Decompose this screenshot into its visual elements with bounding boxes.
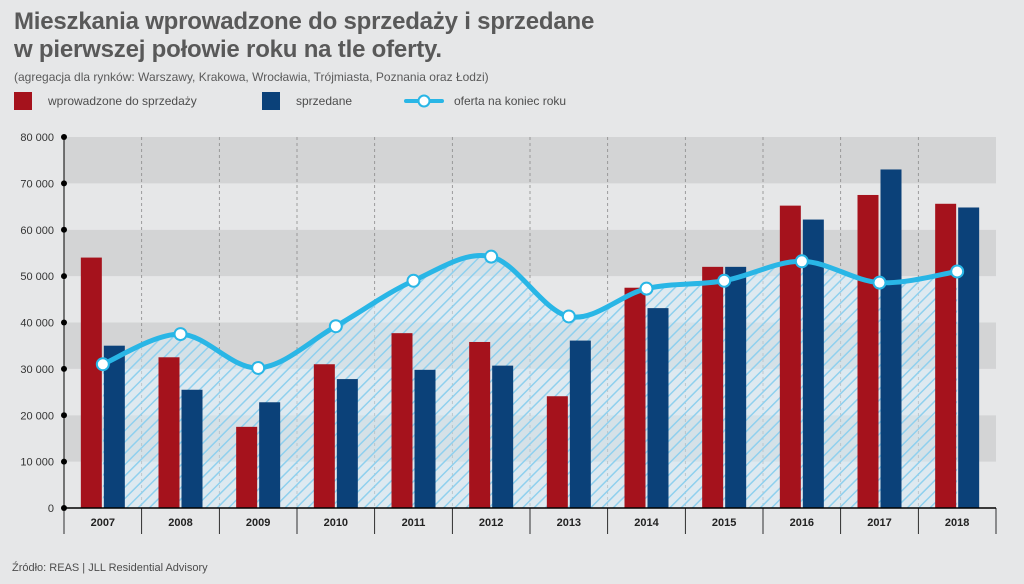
offer-point-2012: [484, 249, 499, 264]
y-tick-label: 10 000: [20, 457, 54, 469]
x-tick-label: 2014: [634, 517, 659, 529]
legend-item-offer: oferta na koniec roku: [404, 92, 566, 110]
chart-title-line-2: w pierwszej połowie roku na tle oferty.: [14, 36, 442, 63]
bar-sold-2008: [181, 389, 203, 508]
y-tick-label: 80 000: [20, 132, 54, 144]
bar-introduced-2013: [546, 396, 568, 508]
y-tick-label: 50 000: [20, 271, 54, 283]
y-tick-dot: [61, 365, 67, 372]
bar-sold-2013: [569, 340, 591, 508]
offer-point-2016: [794, 254, 809, 269]
bar-introduced-2016: [779, 205, 801, 508]
chart-title-line-1: Mieszkania wprowadzone do sprzedaży i sp…: [14, 8, 595, 35]
bar-sold-2011: [414, 369, 436, 508]
legend-label-offer: oferta na koniec roku: [454, 94, 567, 108]
legend-label-sold: sprzedane: [296, 94, 353, 108]
bar-sold-2010: [336, 379, 358, 508]
y-tick-label: 70 000: [20, 178, 54, 190]
y-tick-dot: [61, 134, 67, 140]
legend-item-sold: sprzedane: [262, 92, 352, 110]
legend-swatch-sold: [262, 92, 280, 110]
bar-introduced-2007: [80, 257, 102, 508]
offer-point-2018: [950, 264, 965, 279]
y-tick-dot: [61, 412, 67, 419]
bar-introduced-2012: [469, 341, 491, 508]
offer-point-2008: [173, 327, 188, 342]
offer-point-2015: [717, 273, 732, 288]
offer-point-2007: [95, 357, 110, 372]
bar-introduced-2009: [236, 426, 258, 508]
bar-introduced-2008: [158, 357, 180, 508]
y-tick-dot: [61, 319, 67, 326]
offer-point-2009: [251, 360, 266, 375]
chart-title: Mieszkania wprowadzone do sprzedaży i sp…: [14, 8, 594, 64]
x-tick-label: 2007: [91, 517, 115, 529]
legend-swatch-introduced: [14, 92, 32, 110]
x-tick-label: 2008: [168, 517, 192, 529]
source-note: Źródło: REAS | JLL Residential Advisory: [12, 562, 208, 574]
x-tick-label: 2011: [402, 517, 426, 529]
bar-sold-2014: [647, 308, 669, 508]
x-tick-label: 2017: [867, 517, 891, 529]
bar-sold-2016: [802, 219, 824, 509]
y-tick-label: 30 000: [20, 364, 54, 376]
x-tick-label: 2018: [945, 517, 969, 529]
offer-point-2010: [328, 319, 343, 334]
bar-sold-2012: [492, 365, 514, 508]
bar-sold-2015: [725, 266, 747, 508]
offer-point-2017: [872, 275, 887, 290]
y-tick-label: 20 000: [20, 410, 54, 422]
x-tick-label: 2013: [557, 517, 581, 529]
x-tick-label: 2016: [790, 517, 814, 529]
y-tick-dot: [61, 458, 67, 465]
x-tick-label: 2015: [712, 517, 736, 529]
bar-sold-2007: [103, 345, 125, 508]
offer-point-2013: [561, 309, 576, 324]
legend-item-introduced: wprowadzone do sprzedaży: [14, 92, 197, 110]
legend-swatch-offer: [404, 94, 444, 108]
bar-introduced-2014: [624, 287, 646, 508]
bar-introduced-2017: [857, 194, 879, 508]
y-tick-label: 0: [48, 503, 54, 515]
y-tick-dot: [61, 226, 67, 233]
bar-introduced-2018: [935, 203, 957, 508]
bar-sold-2017: [880, 169, 902, 508]
chart-subtitle: (agregacja dla rynków: Warszawy, Krakowa…: [14, 70, 489, 84]
offer-point-2011: [406, 273, 421, 288]
x-tick-label: 2009: [246, 517, 270, 529]
y-tick-dot: [61, 273, 67, 280]
bar-introduced-2015: [702, 266, 724, 508]
y-tick-label: 40 000: [20, 318, 54, 330]
bar-sold-2009: [259, 402, 281, 508]
bar-introduced-2011: [391, 333, 413, 508]
chart-plot: 0 10 000 20 000 30 000 40 000 50 000 60 000 70 …: [20, 132, 997, 534]
bar-sold-2018: [958, 207, 980, 509]
x-tick-label: 2010: [324, 517, 348, 529]
offer-point-2014: [639, 281, 654, 296]
x-tick-label: 2012: [479, 517, 503, 529]
y-tick-label: 60 000: [20, 225, 54, 237]
bar-introduced-2010: [313, 364, 335, 508]
legend-label-introduced: wprowadzone do sprzedaży: [48, 94, 197, 108]
y-tick-dot: [61, 180, 67, 187]
